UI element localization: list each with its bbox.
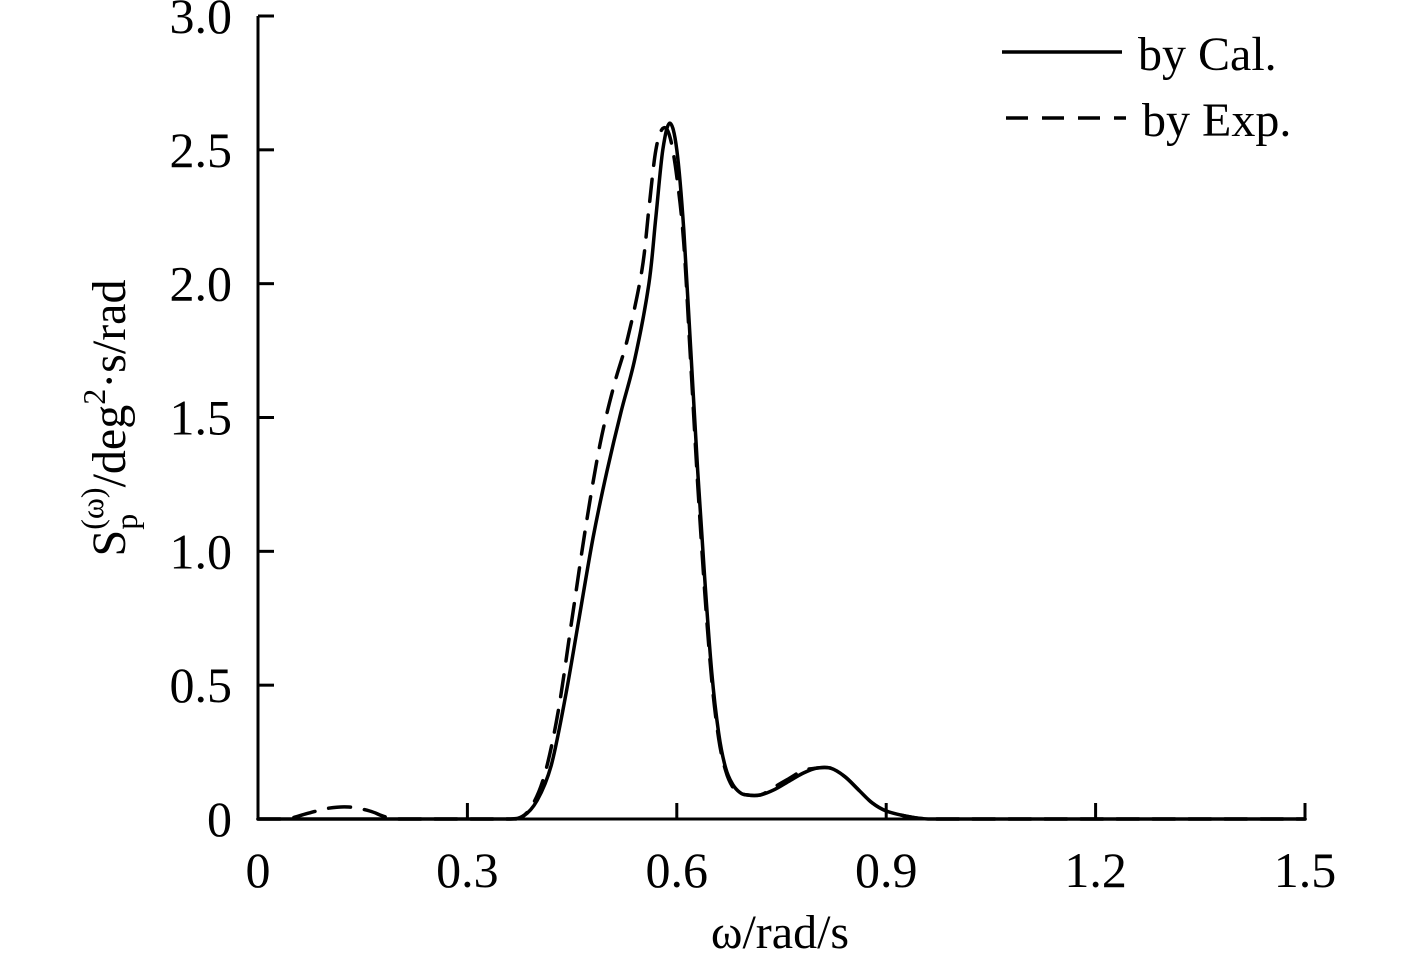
x-axis-label: ω/rad/s: [711, 906, 849, 957]
y-axis-label-sub: p: [108, 514, 144, 530]
y-axis-label-rest-sup: 2: [76, 389, 112, 405]
y-ticks: 0 0.5 1.0 1.5 2.0 2.5 3.0: [170, 0, 274, 847]
legend-label-cal: by Cal.: [1138, 28, 1277, 81]
y-axis-label: Sp(ω)/deg2·s/rad: [74, 279, 144, 556]
series-line-cal: [256, 121, 1307, 821]
y-tick-label: 1.0: [170, 523, 233, 579]
y-tick-label: 0.5: [170, 657, 233, 713]
y-axis-label-base: S: [83, 530, 136, 557]
x-ticks: 0 0.3 0.6 0.9 1.2 1.5: [246, 803, 1337, 898]
y-tick-label: 0: [207, 791, 232, 847]
y-tick-label: 2.0: [170, 256, 233, 312]
y-tick-label: 2.5: [170, 122, 233, 178]
x-tick-label: 1.2: [1064, 842, 1127, 898]
x-tick-label: 0: [246, 842, 271, 898]
x-tick-label: 1.5: [1274, 842, 1337, 898]
y-axis-label-sup: (ω): [74, 487, 110, 529]
y-tick-label: 3.0: [170, 0, 233, 44]
x-tick-label: 0.9: [855, 842, 918, 898]
series-line-exp: [256, 125, 1307, 821]
legend-label-exp: by Exp.: [1142, 94, 1291, 147]
y-axis-label-tail: ·s/rad: [83, 279, 136, 388]
x-tick-label: 0.3: [436, 842, 499, 898]
y-tick-label: 1.5: [170, 390, 233, 446]
x-tick-label: 0.6: [646, 842, 709, 898]
series-group: [256, 121, 1307, 821]
legend: by Cal. by Exp.: [1002, 28, 1291, 147]
y-axis-label-rest: /deg: [83, 405, 136, 488]
